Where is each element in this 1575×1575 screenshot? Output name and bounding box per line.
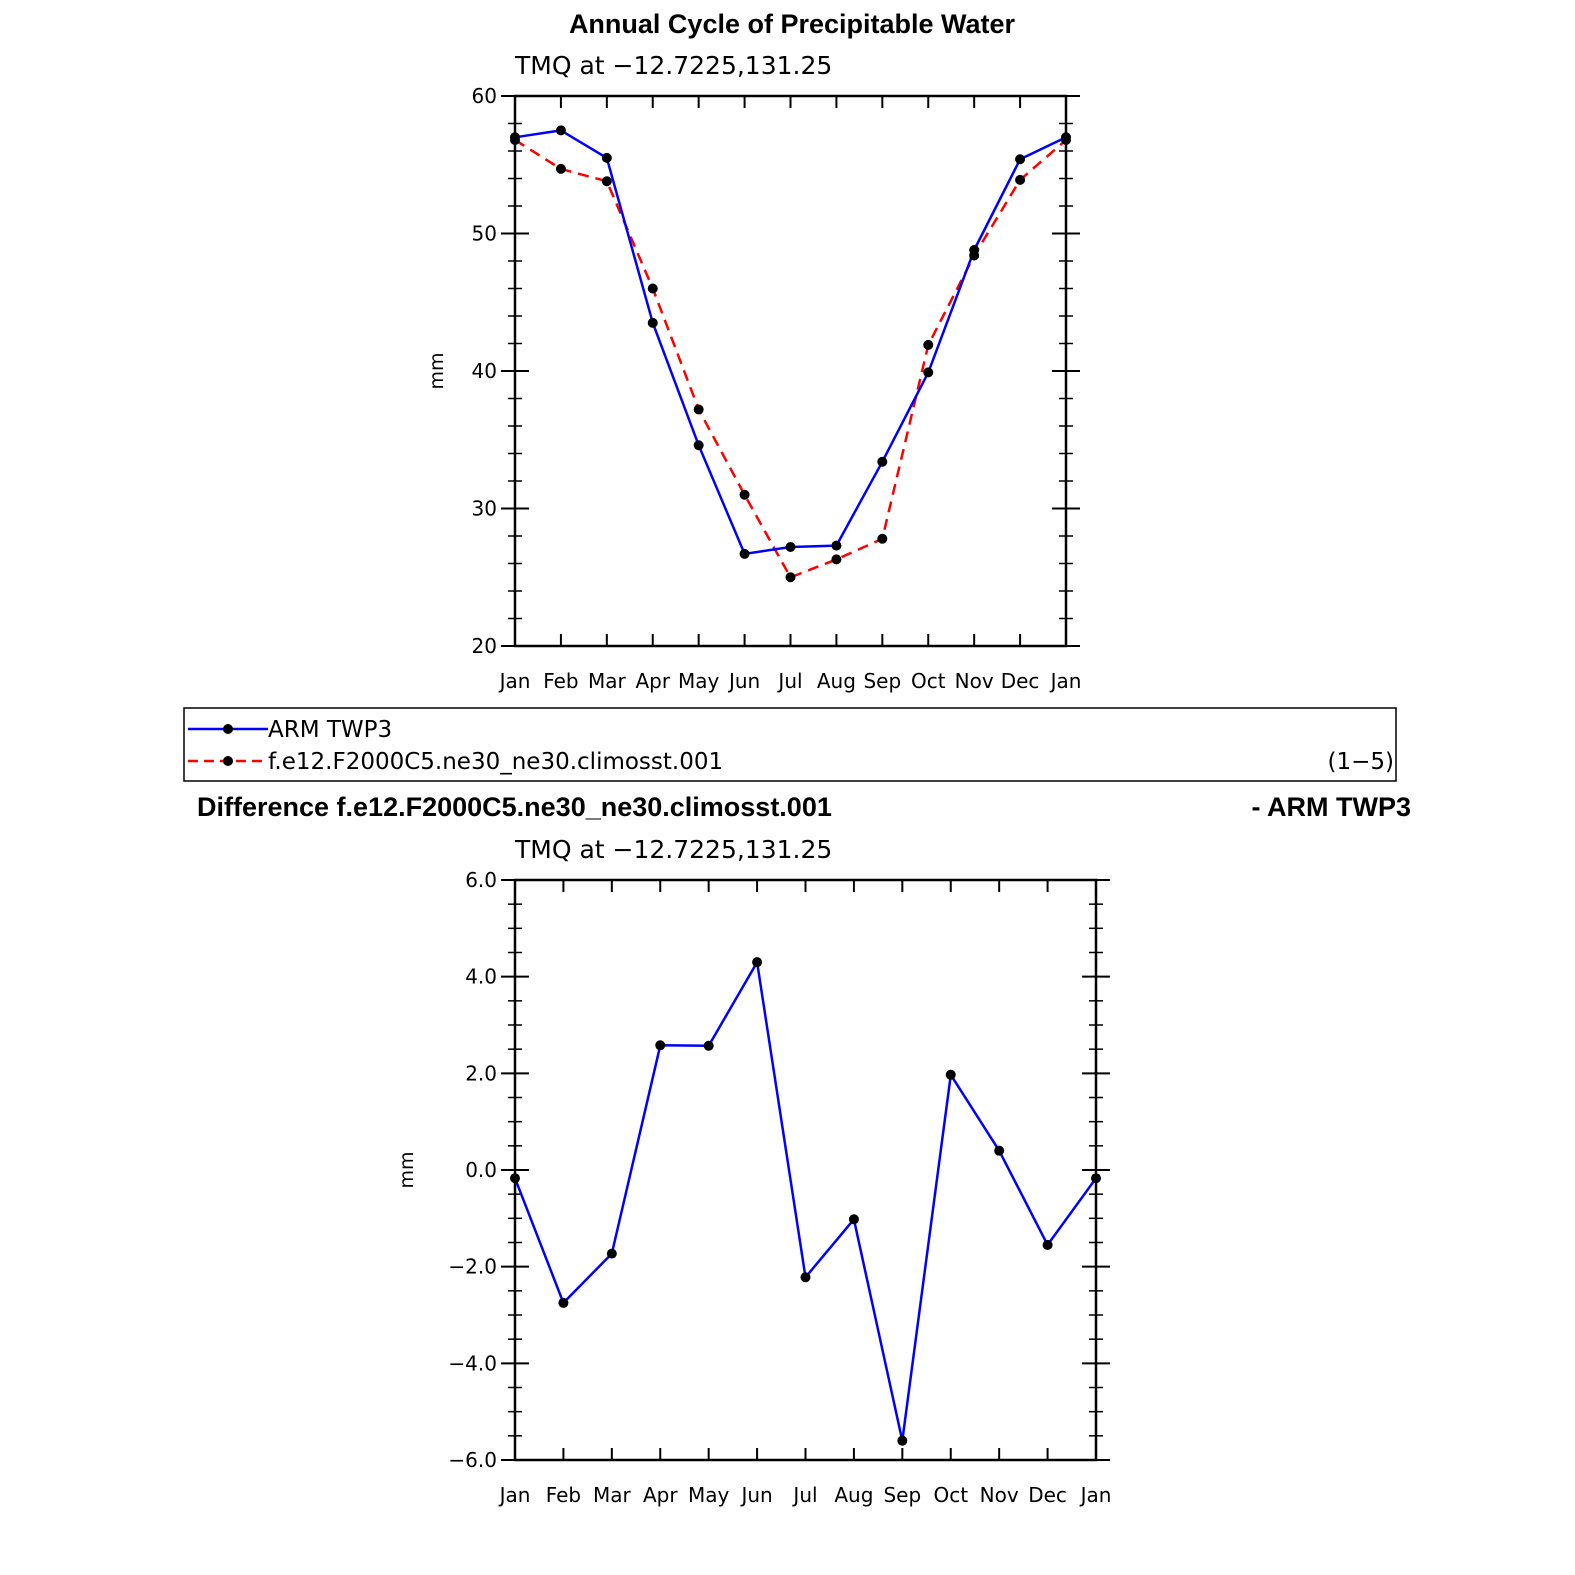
x-tick-label: Oct bbox=[933, 1483, 968, 1507]
x-tick-label: Jan bbox=[1049, 669, 1082, 693]
data-point bbox=[800, 1272, 811, 1283]
data-point bbox=[647, 283, 658, 294]
y-tick-label: 60 bbox=[472, 84, 497, 108]
data-point bbox=[739, 548, 750, 559]
data-point bbox=[693, 404, 704, 415]
chart2-title-left: Difference f.e12.F2000C5.ne30_ne30.climo… bbox=[197, 792, 832, 822]
data-point bbox=[647, 317, 658, 328]
data-point bbox=[923, 367, 934, 378]
data-point bbox=[945, 1069, 956, 1080]
data-point bbox=[1091, 1173, 1101, 1184]
data-point bbox=[994, 1145, 1005, 1156]
y-tick-label: 30 bbox=[472, 497, 497, 521]
x-tick-label: Nov bbox=[980, 1483, 1019, 1507]
x-tick-label: Jul bbox=[776, 669, 802, 693]
data-point bbox=[510, 135, 520, 145]
data-point bbox=[1061, 135, 1071, 145]
x-tick-label: Oct bbox=[911, 669, 946, 693]
x-tick-label: Apr bbox=[643, 1483, 678, 1507]
y-tick-label: −2.0 bbox=[448, 1255, 497, 1279]
data-point bbox=[1042, 1239, 1053, 1250]
chart2-subtitle: TMQ at −12.7225,131.25 bbox=[514, 835, 832, 864]
y-tick-label: 50 bbox=[472, 222, 497, 246]
x-tick-label: Sep bbox=[863, 669, 901, 693]
data-point bbox=[969, 250, 980, 261]
legend-label-arm: ARM TWP3 bbox=[268, 717, 392, 743]
series-line bbox=[513, 960, 1098, 1442]
chart1-title: Annual Cycle of Precipitable Water bbox=[569, 9, 1016, 39]
y-tick-label: 0.0 bbox=[465, 1158, 497, 1182]
y-tick-label: 20 bbox=[472, 634, 497, 658]
x-tick-label: Jan bbox=[498, 1483, 531, 1507]
data-point bbox=[703, 1040, 714, 1051]
legend-box bbox=[183, 707, 1397, 782]
data-point bbox=[555, 163, 566, 174]
data-point bbox=[601, 152, 612, 163]
x-tick-label: Mar bbox=[593, 1483, 632, 1507]
data-point bbox=[655, 1040, 666, 1051]
data-point bbox=[923, 339, 934, 350]
x-tick-label: Mar bbox=[588, 669, 627, 693]
x-tick-label: Feb bbox=[546, 1483, 581, 1507]
x-tick-label: Jan bbox=[1079, 1483, 1112, 1507]
x-tick-label: Jul bbox=[791, 1483, 817, 1507]
data-point bbox=[897, 1435, 908, 1446]
data-point bbox=[752, 957, 763, 968]
data-point bbox=[601, 176, 612, 187]
series-line bbox=[514, 129, 1067, 556]
x-tick-label: Dec bbox=[1028, 1483, 1067, 1507]
data-point bbox=[1015, 154, 1026, 165]
x-tick-label: Aug bbox=[834, 1483, 873, 1507]
y-axis-label: mm bbox=[396, 1151, 418, 1188]
data-point bbox=[877, 533, 888, 544]
data-point bbox=[558, 1297, 569, 1308]
x-tick-label: May bbox=[688, 1483, 730, 1507]
x-tick-label: Nov bbox=[955, 669, 994, 693]
data-point bbox=[785, 572, 796, 583]
data-point bbox=[877, 456, 888, 467]
x-tick-label: Dec bbox=[1001, 669, 1040, 693]
x-tick-label: Sep bbox=[883, 1483, 921, 1507]
y-tick-label: −6.0 bbox=[448, 1448, 497, 1472]
x-tick-label: Jun bbox=[739, 1483, 772, 1507]
legend: ARM TWP3 f.e12.F2000C5.ne30_ne30.climoss… bbox=[183, 707, 1397, 782]
chart1-plot: Jan Feb Mar Apr May Jun Jul Aug Sep Oct Nov Dec Jan2… bbox=[426, 84, 1081, 693]
legend-note: (1−5) bbox=[1328, 749, 1394, 775]
x-tick-label: Apr bbox=[635, 669, 670, 693]
data-point bbox=[831, 540, 842, 551]
y-tick-label: 40 bbox=[472, 359, 497, 383]
y-tick-label: 6.0 bbox=[465, 868, 497, 892]
y-tick-label: 4.0 bbox=[465, 965, 497, 989]
data-point bbox=[606, 1248, 617, 1259]
y-axis-label: mm bbox=[426, 352, 448, 389]
x-tick-label: Jan bbox=[498, 669, 531, 693]
data-point bbox=[848, 1214, 859, 1225]
x-tick-label: Feb bbox=[543, 669, 578, 693]
chart2-title-right: - ARM TWP3 bbox=[1252, 792, 1411, 822]
data-point bbox=[739, 489, 750, 500]
legend-marker-model bbox=[223, 756, 233, 766]
chart2-plot: Jan Feb Mar Apr May Jun Jul Aug Sep Oct Nov Dec Jan−… bbox=[396, 868, 1111, 1507]
y-tick-label: 2.0 bbox=[465, 1061, 497, 1085]
data-point bbox=[831, 554, 842, 565]
data-point bbox=[510, 1173, 520, 1184]
data-point bbox=[555, 125, 566, 136]
x-tick-label: May bbox=[678, 669, 720, 693]
legend-label-model: f.e12.F2000C5.ne30_ne30.climosst.001 bbox=[268, 749, 723, 775]
chart1-subtitle: TMQ at −12.7225,131.25 bbox=[514, 51, 832, 80]
data-point bbox=[785, 542, 796, 552]
data-point bbox=[1015, 174, 1026, 185]
x-tick-label: Aug bbox=[817, 669, 856, 693]
series-line bbox=[514, 138, 1067, 579]
legend-marker-arm bbox=[223, 724, 233, 734]
x-tick-label: Jun bbox=[727, 669, 760, 693]
y-tick-label: −4.0 bbox=[448, 1351, 497, 1375]
data-point bbox=[693, 440, 704, 451]
